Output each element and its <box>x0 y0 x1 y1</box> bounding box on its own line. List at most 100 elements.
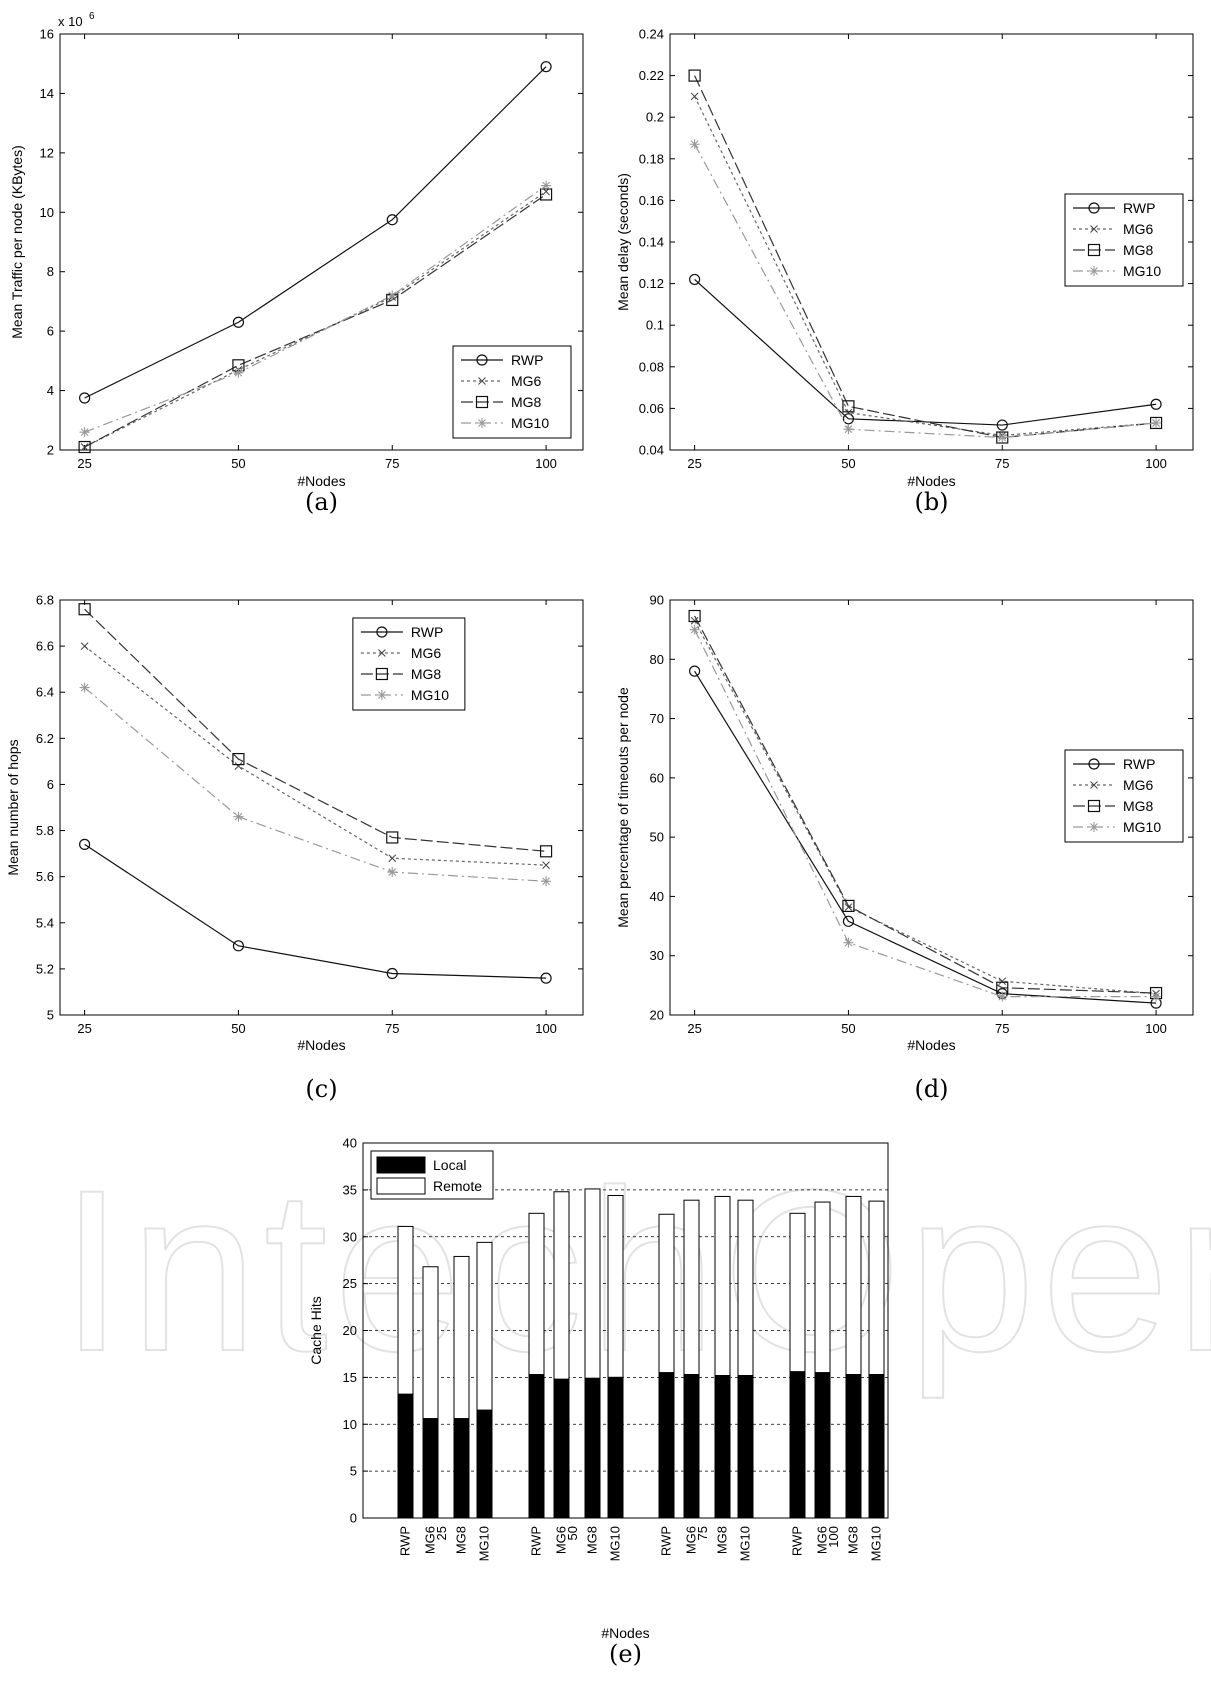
data-point-mg10 <box>843 424 854 435</box>
y-tick-label: 5.6 <box>36 869 54 884</box>
subfigure-caption: (a) <box>305 488 338 516</box>
bar-label: MG8 <box>585 1526 600 1554</box>
bar-local <box>584 1377 601 1519</box>
legend-marker-rwp <box>1088 202 1100 214</box>
plot-frame <box>669 599 1194 1016</box>
plot-frame <box>59 33 584 451</box>
x-tick-label: 100 <box>535 456 557 471</box>
legend-box <box>1064 193 1184 287</box>
bar-label: MG6 <box>423 1526 438 1554</box>
y-tick-label: 5.2 <box>36 961 54 976</box>
y-tick-label: 0.24 <box>639 27 664 42</box>
series-line-mg10 <box>694 143 1157 439</box>
y-tick-label: 6.2 <box>36 731 54 746</box>
data-point-rwp <box>79 838 91 850</box>
y-tick-label: 70 <box>650 711 664 726</box>
legend-label: MG8 <box>1123 798 1154 814</box>
x-tick-label: 50 <box>841 456 855 471</box>
legend-swatch-local <box>376 1156 426 1174</box>
bar-remote <box>584 1188 601 1379</box>
legend-label: Remote <box>433 1178 482 1194</box>
y-tick-label: 0.04 <box>639 443 664 458</box>
y-tick-label: 6.4 <box>36 685 54 700</box>
bar-label: MG10 <box>869 1526 884 1561</box>
data-point-mg6 <box>234 762 243 770</box>
data-point-mg8 <box>232 752 245 766</box>
bar-local <box>868 1374 885 1519</box>
y-tick-label: 0.18 <box>639 151 664 166</box>
watermark: IntechOpen <box>60 1142 1211 1399</box>
bar-local <box>553 1378 570 1519</box>
y-tick-label: 0.22 <box>639 68 664 83</box>
bar-label: MG6 <box>815 1526 830 1554</box>
y-tick-label: 0.1 <box>646 318 664 333</box>
y-tick-label: 5 <box>350 1464 357 1479</box>
bar-label: MG6 <box>684 1526 699 1554</box>
bar-remote <box>553 1191 570 1380</box>
data-point-rwp <box>540 972 552 984</box>
subfigure-caption: (c) <box>305 1075 337 1103</box>
bar-local <box>714 1375 731 1519</box>
series-line-rwp <box>84 66 547 399</box>
legend-box <box>352 617 466 711</box>
y-tick-label: 16 <box>40 27 54 42</box>
chart-c: 25 50 75 100 5 5.2 5.4 5.6 5.8 6 6.2 6.4 6.6 6.8 RWP MG… <box>5 593 584 1103</box>
series-line-mg8 <box>694 615 1157 994</box>
series-line-mg6 <box>694 96 1157 437</box>
bar-remote <box>397 1225 414 1395</box>
x-tick-label: 100 <box>1145 456 1167 471</box>
group-label: 75 <box>695 1526 710 1540</box>
data-point-mg10 <box>1151 417 1162 428</box>
bar-local <box>453 1418 470 1519</box>
data-point-mg10 <box>233 367 244 378</box>
legend-label: MG8 <box>511 394 542 410</box>
series-line-rwp <box>694 278 1157 426</box>
legend: RWP MG6 MG8 MG10 <box>1064 749 1184 843</box>
bar-remote <box>714 1195 731 1376</box>
data-point-mg10 <box>541 180 552 191</box>
legend-swatch-remote <box>376 1177 426 1195</box>
bar-label: MG10 <box>477 1526 492 1561</box>
bar-label: MG10 <box>608 1526 623 1561</box>
bar-local <box>789 1371 806 1519</box>
legend-label: MG10 <box>411 687 449 703</box>
bar-local <box>607 1376 624 1519</box>
legend-label: MG6 <box>1123 777 1154 793</box>
data-point-rwp <box>842 413 855 425</box>
series-line-rwp <box>84 843 547 979</box>
legend-label: RWP <box>1123 756 1155 772</box>
y-tick-label: 6 <box>47 324 54 339</box>
data-point-rwp <box>842 915 855 927</box>
data-point-rwp <box>232 940 245 952</box>
data-point-rwp <box>79 392 91 404</box>
series-line-mg10 <box>84 185 547 433</box>
bar-remote <box>868 1200 885 1376</box>
y-tick-label: 4 <box>47 383 54 398</box>
subfigure-caption: (e) <box>609 1640 642 1668</box>
x-tick-label: 75 <box>385 1021 399 1036</box>
bar-remote <box>476 1241 493 1411</box>
bar-label: RWP <box>790 1526 805 1556</box>
series-line-mg6 <box>84 645 547 866</box>
y-tick-label: 30 <box>343 1229 357 1244</box>
data-point-rwp <box>1150 398 1162 410</box>
data-point-mg8 <box>688 609 701 623</box>
chart-b: 25 50 75 100 0.04 0.06 0.08 0.1 0.12 0.14 0.16 0.18… <box>615 27 1194 516</box>
plot-frame <box>59 599 584 1016</box>
legend-marker-mg8 <box>1087 243 1101 257</box>
legend-marker-mg8 <box>475 395 489 409</box>
y-tick-label: 0.06 <box>639 401 664 416</box>
y-tick-label: 20 <box>343 1323 357 1338</box>
series-line-mg8 <box>84 193 547 448</box>
bar-remote <box>607 1195 624 1378</box>
series-line-mg10 <box>694 629 1157 998</box>
data-point-mg6 <box>690 92 699 101</box>
x-tick-label: 75 <box>995 1021 1009 1036</box>
legend-label: RWP <box>411 624 443 640</box>
bar-remote <box>658 1213 675 1374</box>
data-point-rwp <box>386 214 398 226</box>
legend-box <box>452 345 572 439</box>
x-axis-label: #Nodes <box>907 1037 955 1053</box>
data-point-rwp <box>386 967 398 980</box>
x-tick-label: 75 <box>385 456 399 471</box>
